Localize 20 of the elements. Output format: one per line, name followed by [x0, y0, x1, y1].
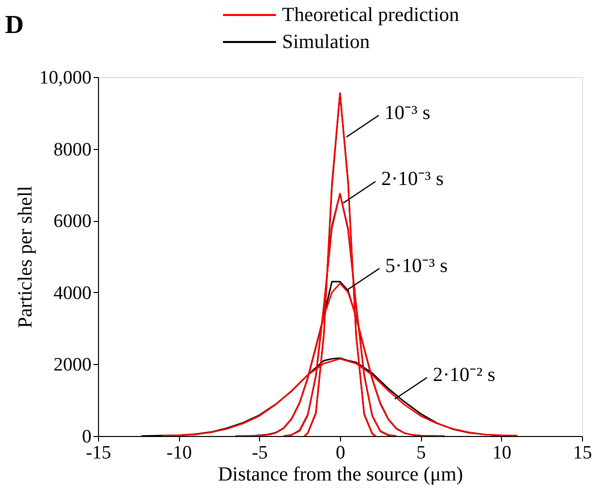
- y-tick-label: 2000: [54, 354, 92, 376]
- legend-label: Simulation: [282, 31, 370, 53]
- annotation: 2·10⁻³ s: [381, 168, 444, 190]
- x-tick-label: 10: [492, 442, 512, 464]
- legend-label: Theoretical prediction: [282, 4, 460, 26]
- annotation: 5·10⁻³ s: [385, 254, 448, 277]
- x-tick-label: -10: [166, 442, 192, 464]
- x-tick-label: 5: [416, 442, 426, 464]
- y-tick-label: 4000: [54, 282, 92, 304]
- x-tick-label: 0: [336, 442, 346, 464]
- annotation: 10⁻³ s: [384, 102, 430, 124]
- x-tick-label: 15: [573, 442, 592, 464]
- y-tick-label: 6000: [54, 211, 92, 232]
- y-tick-label: 8000: [54, 139, 92, 160]
- y-tick-label: 10,000: [39, 68, 92, 88]
- x-tick-label: -5: [252, 442, 268, 464]
- annotation: 2·10⁻² s: [432, 364, 496, 386]
- x-axis-title: Distance from the source (μm): [218, 464, 464, 486]
- chart-title: D: [5, 10, 24, 39]
- y-axis-title: Particles per shell: [14, 185, 36, 328]
